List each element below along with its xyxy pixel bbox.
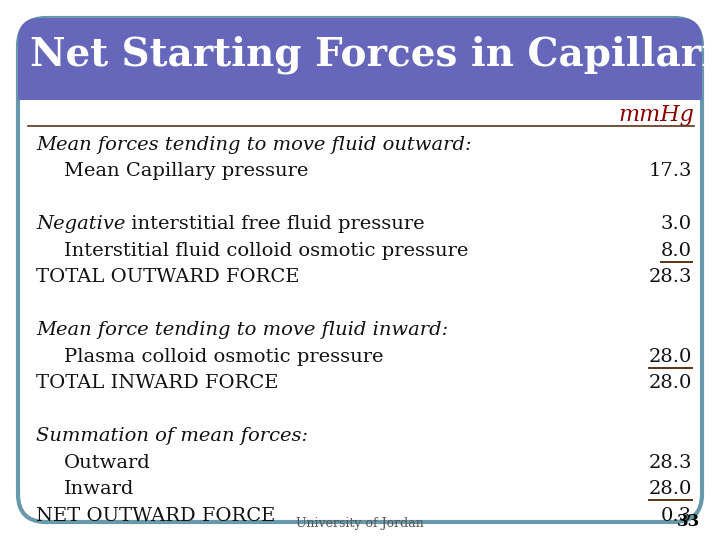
- Text: 17.3: 17.3: [649, 163, 692, 180]
- Text: Plasma colloid osmotic pressure: Plasma colloid osmotic pressure: [64, 348, 384, 366]
- FancyBboxPatch shape: [18, 18, 702, 522]
- Text: Inward: Inward: [64, 481, 135, 498]
- Bar: [18, 78, 702, 100]
- Text: TOTAL OUTWARD FORCE: TOTAL OUTWARD FORCE: [36, 268, 300, 287]
- Text: 33: 33: [677, 513, 700, 530]
- Text: Mean Capillary pressure: Mean Capillary pressure: [64, 163, 308, 180]
- Text: 28.0: 28.0: [649, 481, 692, 498]
- Text: interstitial free fluid pressure: interstitial free fluid pressure: [125, 215, 425, 233]
- Text: Negative: Negative: [36, 215, 125, 233]
- Text: Outward: Outward: [64, 454, 150, 472]
- Text: 28.3: 28.3: [649, 454, 692, 472]
- Text: University of Jordan: University of Jordan: [296, 517, 424, 530]
- Text: Summation of mean forces:: Summation of mean forces:: [36, 428, 308, 445]
- Text: Mean force tending to move fluid inward:: Mean force tending to move fluid inward:: [36, 321, 449, 340]
- Text: 28.0: 28.0: [649, 348, 692, 366]
- Text: NET OUTWARD FORCE: NET OUTWARD FORCE: [36, 507, 275, 525]
- Text: 0.3: 0.3: [661, 507, 692, 525]
- Text: TOTAL INWARD FORCE: TOTAL INWARD FORCE: [36, 375, 279, 393]
- Text: Interstitial fluid colloid osmotic pressure: Interstitial fluid colloid osmotic press…: [64, 242, 469, 260]
- Text: 3.0: 3.0: [661, 215, 692, 233]
- Text: 28.3: 28.3: [649, 268, 692, 287]
- Text: 8.0: 8.0: [661, 242, 692, 260]
- Text: Net Starting Forces in Capillaries: Net Starting Forces in Capillaries: [30, 36, 720, 74]
- Text: 28.0: 28.0: [649, 375, 692, 393]
- Text: mmHg: mmHg: [618, 104, 694, 126]
- Text: Mean forces tending to move fluid outward:: Mean forces tending to move fluid outwar…: [36, 136, 472, 154]
- FancyBboxPatch shape: [18, 18, 702, 100]
